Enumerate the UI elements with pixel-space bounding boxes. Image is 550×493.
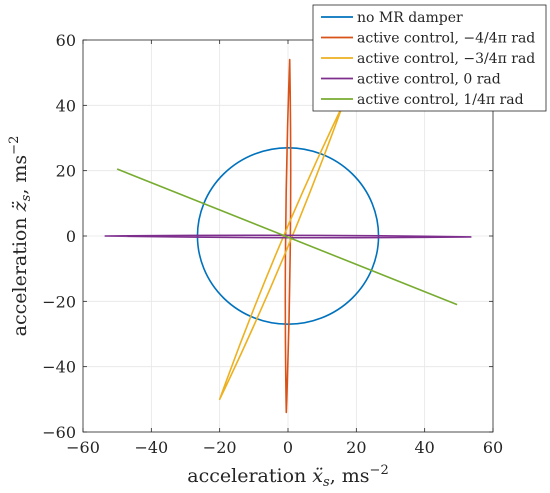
x-tick-label: −40: [134, 438, 168, 457]
legend: no MR damper active control, −4/4π rad act…: [312, 4, 547, 112]
y-tick-label: −60: [42, 423, 76, 442]
tick-labels: −60 −40 −20 0 20 40 60 −60 −40 −20 0 20 40 60: [42, 31, 503, 457]
legend-label-0: no MR damper: [357, 10, 463, 26]
x-tick-label: −20: [203, 438, 237, 457]
y-axis-label: acceleration z̈s, ms−2: [7, 136, 34, 337]
y-tick-label: −20: [42, 292, 76, 311]
series-line-3: [104, 234, 472, 239]
x-tick-label: −60: [66, 438, 100, 457]
y-tick-label: 40: [56, 96, 76, 115]
tick-marks: [82, 39, 494, 433]
series-layer: [104, 58, 472, 414]
y-tick-label: 20: [56, 162, 76, 181]
legend-label-3: active control, 0 rad: [357, 72, 501, 88]
y-tick-label: −40: [42, 358, 76, 377]
series-line-2: [218, 104, 344, 401]
series-line-1: [284, 58, 292, 414]
x-tick-label: 60: [483, 438, 503, 457]
legend-label-1: active control, −4/4π rad: [357, 31, 535, 47]
x-tick-label: 20: [346, 438, 366, 457]
x-axis-label: acceleration ẍs, ms−2: [187, 463, 388, 490]
y-tick-label: 60: [56, 31, 76, 50]
x-tick-label: 40: [414, 438, 434, 457]
series-line-4: [116, 168, 458, 306]
legend-label-4: active control, 1/4π rad: [357, 92, 524, 108]
x-tick-label: 0: [283, 438, 293, 457]
y-tick-label: 0: [66, 227, 76, 246]
legend-label-2: active control, −3/4π rad: [357, 51, 535, 67]
